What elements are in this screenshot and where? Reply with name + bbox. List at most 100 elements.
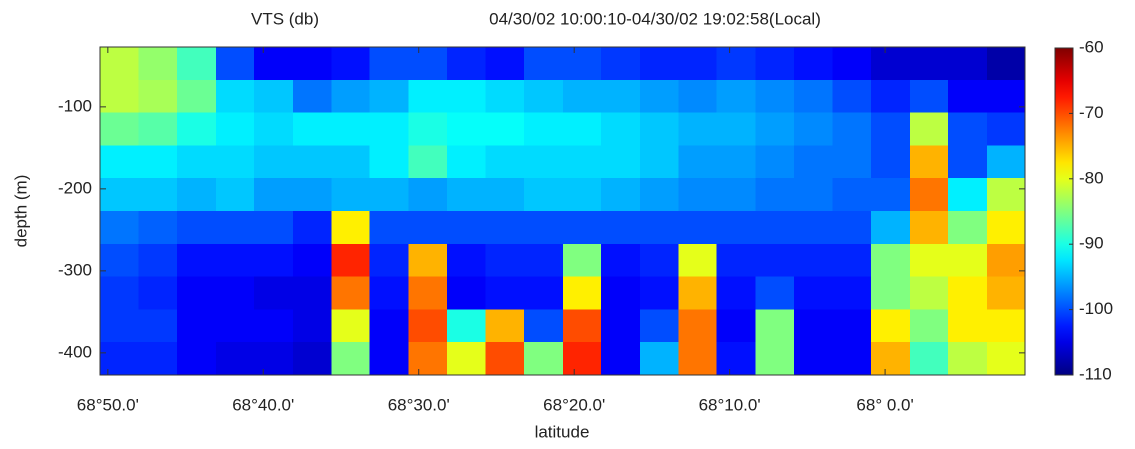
heatmap-cell (177, 178, 217, 212)
x-axis-label: latitude (535, 422, 590, 441)
heatmap-cell (447, 276, 486, 310)
heatmap-cell (524, 79, 564, 114)
heatmap-cell (832, 178, 872, 212)
heatmap-cell (562, 211, 602, 245)
heatmap-cell (871, 342, 911, 376)
heatmap-cell (601, 243, 641, 278)
heatmap-cell (909, 342, 949, 376)
heatmap-cell (524, 342, 564, 376)
heatmap-cell (485, 243, 525, 278)
heatmap-cell (447, 145, 486, 179)
heatmap-cell (138, 112, 178, 146)
colorbar-tick-label: -70 (1079, 103, 1104, 122)
heatmap-cell (331, 243, 371, 278)
heatmap-cell (678, 309, 718, 343)
heatmap-cell (100, 276, 139, 310)
heatmap-cell (215, 145, 255, 179)
heatmap-cell (369, 47, 409, 81)
heatmap-cell (948, 79, 988, 114)
heatmap-cell (138, 79, 178, 114)
colorbar (1054, 47, 1074, 376)
heatmap-cell (755, 79, 795, 114)
heatmap-cell (447, 79, 486, 114)
heatmap-cell (909, 79, 949, 114)
heatmap-cell (948, 309, 988, 343)
heatmap-cell (369, 342, 409, 376)
heatmap-cell (100, 178, 139, 212)
heatmap-cell (408, 112, 448, 146)
heatmap-cell (100, 243, 139, 278)
heatmap-cell (986, 112, 1026, 146)
heatmap-cell (215, 211, 255, 245)
heatmap-cell (562, 342, 602, 376)
heatmap-cell (716, 79, 756, 114)
heatmap-cell (755, 112, 795, 146)
heatmap-cell (138, 145, 178, 179)
heatmap-cell (331, 178, 371, 212)
x-tick-label: 68°20.0' (543, 395, 605, 414)
heatmap-cell (254, 243, 294, 278)
heatmap-cell (100, 145, 139, 179)
heatmap-cell (331, 112, 371, 146)
heatmap-cell (254, 47, 294, 81)
heatmap-cell (678, 243, 718, 278)
heatmap-cell (100, 309, 139, 343)
heatmap-cell (871, 309, 911, 343)
heatmap-cell (524, 276, 564, 310)
heatmap-cell (755, 243, 795, 278)
heatmap-cell (871, 47, 911, 81)
heatmap-cell (986, 145, 1026, 179)
heatmap-cell (755, 276, 795, 310)
heatmap-cell (292, 211, 333, 245)
heatmap-cell (524, 145, 564, 179)
heatmap-cell (794, 178, 833, 212)
heatmap-cell (755, 47, 795, 81)
heatmap-cell (562, 243, 602, 278)
heatmap-cell (100, 47, 139, 81)
heatmap-cell (562, 309, 602, 343)
heatmap-cell (639, 243, 679, 278)
y-axis-label: depth (m) (11, 175, 30, 248)
heatmap-cell (909, 211, 949, 245)
heatmap-cell (601, 145, 641, 179)
heatmap-cell (408, 79, 448, 114)
heatmap-cell (639, 342, 679, 376)
x-tick-label: 68°50.0' (77, 395, 139, 414)
heatmap-cell (254, 112, 294, 146)
heatmap-cell (485, 178, 525, 212)
heatmap-cell (177, 342, 217, 376)
heatmap-cell (909, 178, 949, 212)
heatmap-cell (100, 112, 139, 146)
heatmap-cell (562, 112, 602, 146)
heatmap-cell (331, 342, 371, 376)
heatmap-cell (755, 145, 795, 179)
heatmap-cell (601, 112, 641, 146)
heatmap-cell (716, 309, 756, 343)
heatmap-cell (177, 309, 217, 343)
heatmap-cell (447, 112, 486, 146)
heatmap-cell (177, 276, 217, 310)
heatmap-cell (948, 342, 988, 376)
heatmap-cell (832, 342, 872, 376)
heatmap-cell (986, 47, 1026, 81)
heatmap-cell (948, 243, 988, 278)
heatmap-cell (562, 79, 602, 114)
heatmap-cell (794, 276, 833, 310)
heatmap-cell (601, 47, 641, 81)
heatmap-cell (716, 276, 756, 310)
y-tick-label: -300 (58, 260, 92, 279)
heatmap-cell (100, 342, 139, 376)
heatmap-cell (408, 211, 448, 245)
heatmap-cell (331, 145, 371, 179)
heatmap-cell (369, 79, 409, 114)
heatmap-cell (408, 243, 448, 278)
heatmap-cell (832, 243, 872, 278)
heatmap-cell (408, 276, 448, 310)
heatmap-cell (524, 112, 564, 146)
heatmap-cell (524, 178, 564, 212)
heatmap-cell (794, 243, 833, 278)
heatmap-cell (331, 79, 371, 114)
heatmap-cell (794, 211, 833, 245)
heatmap-cell (369, 178, 409, 212)
heatmap-cell (832, 145, 872, 179)
